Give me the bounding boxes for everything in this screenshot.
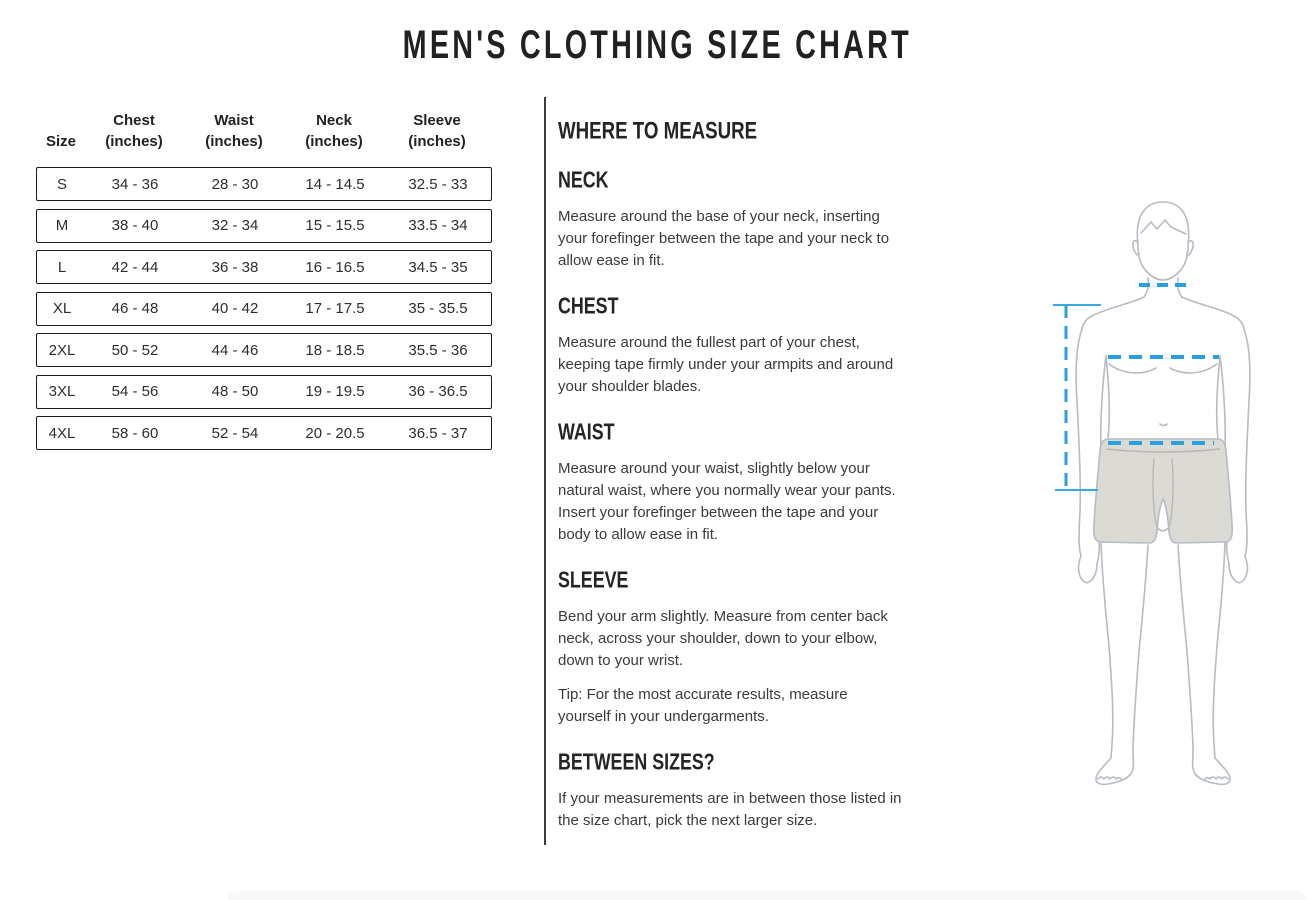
column-unit: (inches) — [408, 133, 466, 150]
size-table-body: S 34 - 36 28 - 30 14 - 14.5 32.5 - 33 M 38 - … — [36, 167, 492, 450]
guide-section: NECK Measure around the base of your nec… — [558, 168, 904, 272]
page-header: MEN'S CLOTHING SIZE CHART — [0, 21, 1314, 67]
guide-paragraph: Measure around your waist, slightly belo… — [558, 460, 896, 543]
guide-paragraph: Bend your arm slightly. Measure from cen… — [558, 608, 888, 669]
size-table-column-header: Waist (inches) — [182, 110, 286, 152]
table-cell: 33.5 - 34 — [408, 217, 468, 234]
guide-title: WHERE TO MEASURE — [558, 116, 758, 144]
boxers — [1092, 438, 1234, 544]
below-fold-card-edge — [228, 891, 1306, 900]
table-row: L 42 - 44 36 - 38 16 - 16.5 34.5 - 35 — [36, 250, 492, 284]
table-cell: S — [56, 175, 67, 193]
table-cell: 36 - 36.5 — [408, 383, 468, 400]
table-cell: 2XL — [48, 341, 76, 359]
guide-section-heading: NECK — [558, 168, 609, 193]
guide-paragraph: Measure around the base of your neck, in… — [558, 208, 890, 269]
table-cell: 15 - 15.5 — [305, 217, 365, 234]
table-cell: M — [55, 217, 69, 234]
table-cell: 4XL — [48, 424, 76, 442]
column-label: Size — [45, 133, 76, 150]
table-cell: 35.5 - 36 — [408, 341, 468, 359]
guide-section: CHEST Measure around the fullest part of… — [558, 294, 904, 398]
vertical-divider — [544, 97, 546, 845]
table-cell: 19 - 19.5 — [305, 383, 365, 400]
table-cell: 14 - 14.5 — [305, 175, 365, 193]
table-cell: 34.5 - 35 — [408, 258, 468, 276]
size-table-header: Size Chest (inches) Waist (inches) Neck … — [36, 110, 492, 152]
table-cell: 48 - 50 — [211, 383, 259, 400]
table-row: M 38 - 40 32 - 34 15 - 15.5 33.5 - 34 — [36, 208, 492, 243]
guide-section: BETWEEN SIZES? If your measurements are … — [558, 750, 904, 832]
column-unit: (inches) — [305, 133, 363, 150]
table-cell: 54 - 56 — [111, 383, 159, 400]
male-figure-illustration — [1053, 201, 1251, 786]
table-cell: XL — [52, 300, 72, 317]
guide-section-heading: WAIST — [558, 420, 615, 445]
table-cell: 36.5 - 37 — [408, 424, 468, 442]
guide-section-heading: CHEST — [558, 294, 619, 319]
table-row: 4XL 58 - 60 52 - 54 20 - 20.5 36.5 - 37 — [36, 416, 492, 450]
legs-outline — [1095, 541, 1231, 786]
guide-section-body: Bend your arm slightly. Measure from cen… — [558, 606, 904, 728]
table-cell: 46 - 48 — [111, 300, 159, 317]
table-cell: 36 - 38 — [211, 258, 259, 276]
size-table-column-header: Chest (inches) — [86, 110, 182, 152]
guide-paragraph: If your measurements are in between thos… — [558, 790, 902, 829]
guide-section: WAIST Measure around your waist, slightl… — [558, 420, 904, 546]
guide-section: SLEEVE Bend your arm slightly. Measure f… — [558, 568, 904, 728]
table-cell: 32 - 34 — [211, 217, 259, 234]
table-cell: 38 - 40 — [111, 217, 159, 234]
guide-section-body: Measure around the fullest part of your … — [558, 332, 904, 398]
guide-paragraph: Measure around the fullest part of your … — [558, 334, 894, 395]
table-cell: L — [57, 258, 67, 276]
guide-paragraph: Tip: For the most accurate results, meas… — [558, 686, 848, 725]
table-cell: 17 - 17.5 — [305, 300, 365, 317]
guide-section-body: Measure around your waist, slightly belo… — [558, 458, 904, 546]
measure-guide: WHERE TO MEASURE NECK Measure around the… — [558, 116, 904, 844]
table-cell: 18 - 18.5 — [305, 341, 365, 359]
size-table: Size Chest (inches) Waist (inches) Neck … — [36, 110, 492, 458]
size-table-column-header: Neck (inches) — [286, 110, 382, 152]
table-row: 3XL 54 - 56 48 - 50 19 - 19.5 36 - 36.5 — [36, 374, 492, 409]
table-cell: 16 - 16.5 — [305, 258, 365, 276]
table-cell: 40 - 42 — [211, 300, 259, 317]
table-cell: 42 - 44 — [111, 258, 159, 276]
size-table-column-header: Size — [36, 110, 86, 152]
table-cell: 50 - 52 — [111, 341, 159, 359]
column-unit: (inches) — [105, 133, 163, 150]
column-unit: (inches) — [205, 133, 263, 150]
guide-section-heading: SLEEVE — [558, 568, 629, 593]
guide-section-body: If your measurements are in between thos… — [558, 788, 904, 832]
table-cell: 3XL — [48, 383, 76, 400]
table-cell: 34 - 36 — [111, 175, 159, 193]
table-cell: 44 - 46 — [211, 341, 259, 359]
column-label: Chest — [113, 112, 155, 129]
table-cell: 52 - 54 — [211, 424, 259, 442]
table-row: 2XL 50 - 52 44 - 46 18 - 18.5 35.5 - 36 — [36, 333, 492, 367]
column-label: Neck — [316, 112, 352, 129]
table-cell: 28 - 30 — [211, 175, 259, 193]
guide-section-heading: BETWEEN SIZES? — [558, 750, 715, 775]
table-row: XL 46 - 48 40 - 42 17 - 17.5 35 - 35.5 — [36, 291, 492, 326]
size-table-column-header: Sleeve (inches) — [382, 110, 492, 152]
page-title: MEN'S CLOTHING SIZE CHART — [402, 21, 912, 67]
column-label: Waist — [214, 112, 254, 129]
table-cell: 20 - 20.5 — [305, 424, 365, 442]
measurement-lines — [1053, 283, 1219, 491]
column-label: Sleeve — [413, 112, 461, 129]
table-row: S 34 - 36 28 - 30 14 - 14.5 32.5 - 33 — [36, 167, 492, 201]
table-cell: 35 - 35.5 — [408, 300, 468, 317]
guide-section-body: Measure around the base of your neck, in… — [558, 206, 904, 272]
table-cell: 58 - 60 — [111, 424, 159, 442]
table-cell: 32.5 - 33 — [408, 175, 468, 193]
